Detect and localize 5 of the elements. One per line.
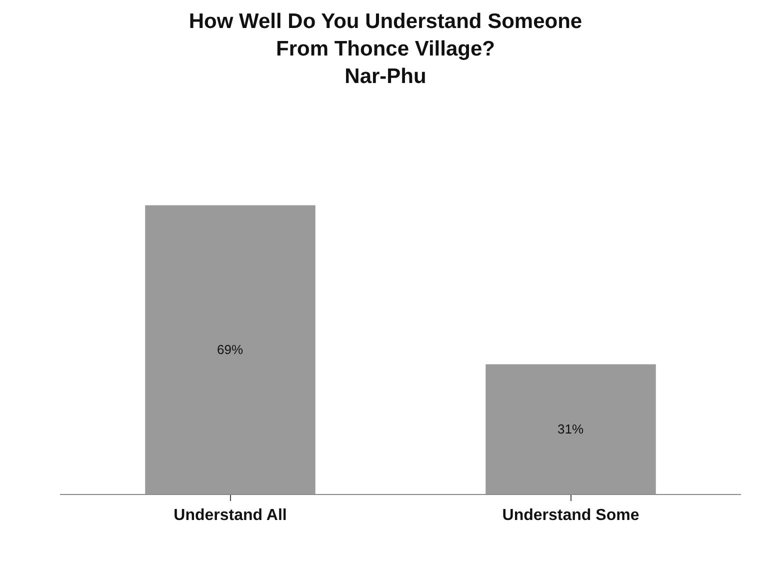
x-tick-label: Understand Some xyxy=(502,507,640,524)
data-label: 31% xyxy=(558,422,584,437)
data-label: 69% xyxy=(217,342,244,358)
chart-title: How Well Do You Understand Someone From Thonce Village? Nar-Phu xyxy=(188,10,582,88)
x-tick-label: Understand All xyxy=(174,507,287,524)
